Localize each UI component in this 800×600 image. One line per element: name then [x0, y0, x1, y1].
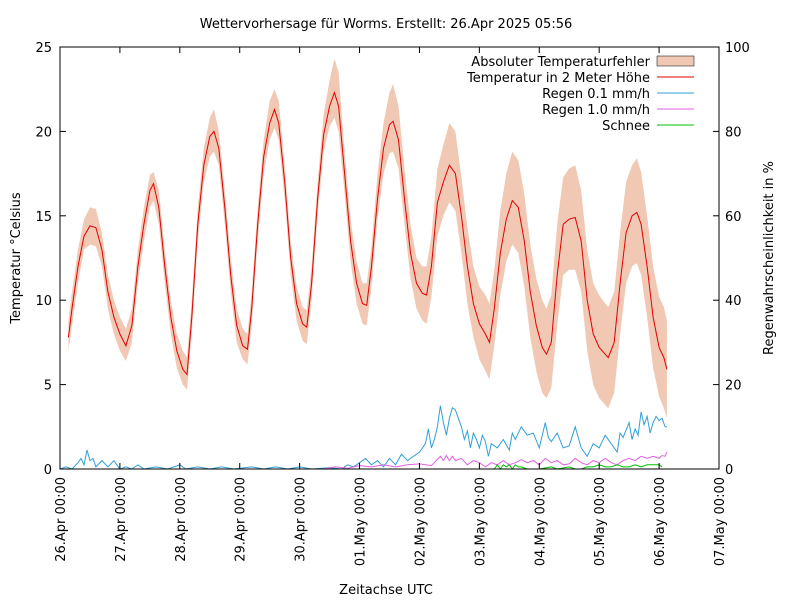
x-tick-label: 01.May 00:00	[354, 477, 369, 566]
y-axis-label: Temperatur °Celsius	[9, 192, 24, 325]
temperature-error-band-layer	[68, 58, 667, 419]
y2-tick-label: 0	[725, 463, 733, 478]
x-tick-label: 28.Apr 00:00	[174, 477, 189, 562]
rain-10mm-line	[323, 451, 668, 470]
chart-title: Wettervorhersage für Worms. Erstellt: 26…	[200, 17, 573, 32]
x-tick-label: 03.May 00:00	[473, 477, 488, 566]
x-axis-label: Zeitachse UTC	[339, 583, 433, 598]
rain-01mm-line	[59, 405, 667, 470]
y-tick-label: 15	[35, 210, 52, 225]
series-layer	[59, 91, 668, 470]
x-tick-label: 26.Apr 00:00	[54, 477, 69, 562]
y-tick-label: 25	[35, 41, 52, 56]
y-tick-label: 5	[44, 379, 52, 394]
legend-label: Regen 1.0 mm/h	[542, 103, 650, 118]
legend-label: Regen 0.1 mm/h	[542, 87, 650, 102]
y2-tick-label: 20	[725, 379, 742, 394]
axis-layer: 26.Apr 00:00 27.Apr 00:00 28.Apr 00:00 29.A…	[35, 41, 749, 566]
x-tick-label: 07.May 00:00	[713, 477, 728, 566]
y2-tick-label: 60	[725, 210, 742, 225]
plot-frame	[59, 46, 720, 470]
x-tick-label: 06.May 00:00	[653, 477, 668, 566]
y2-tick-label: 40	[725, 294, 742, 309]
y-tick-label: 0	[44, 463, 52, 478]
y-tick-label: 10	[35, 294, 52, 309]
temperature-line	[67, 91, 668, 376]
legend-label: Temperatur in 2 Meter Höhe	[466, 71, 650, 86]
legend-label: Schnee	[602, 119, 650, 134]
legend-swatch	[656, 55, 695, 67]
y2-tick-label: 100	[725, 41, 750, 56]
y2-axis-label: Regenwahrscheinlichkeit in %	[762, 161, 777, 355]
x-tick-label: 04.May 00:00	[533, 477, 548, 566]
y2-tick-label: 80	[725, 125, 742, 140]
legend-label: Absoluter Temperaturfehler	[471, 55, 650, 70]
x-tick-label: 27.Apr 00:00	[114, 477, 129, 562]
x-tick-label: 05.May 00:00	[593, 477, 608, 566]
y-tick-label: 20	[35, 125, 52, 140]
x-tick-label: 29.Apr 00:00	[234, 477, 249, 562]
x-tick-label: 30.Apr 00:00	[294, 477, 309, 562]
x-tick-label: 02.May 00:00	[414, 477, 429, 566]
temperature-error-band	[68, 58, 667, 419]
snow-line	[493, 463, 663, 470]
